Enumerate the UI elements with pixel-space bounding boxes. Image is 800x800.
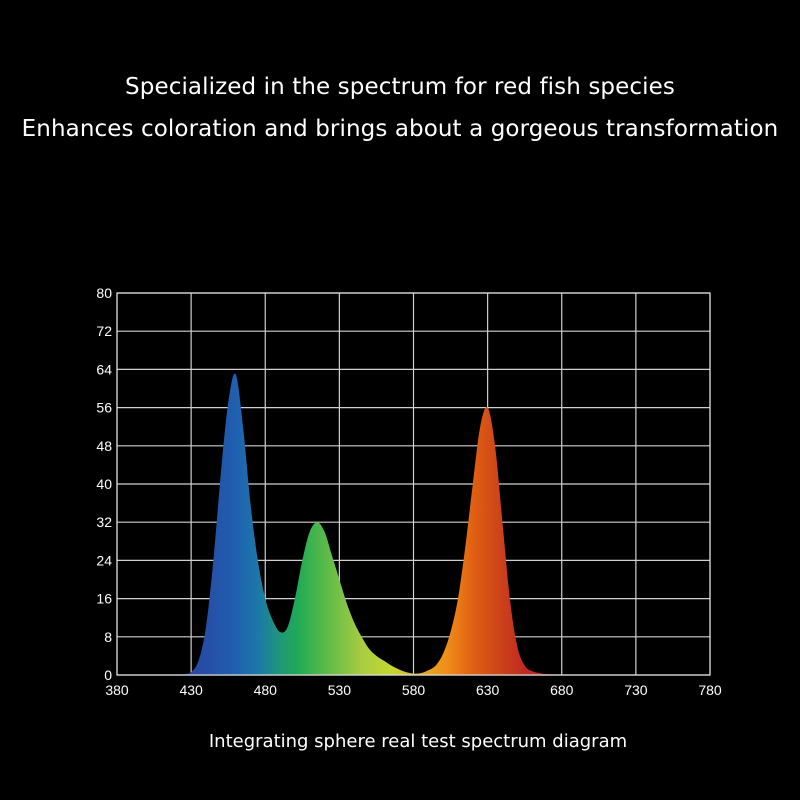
chart-caption: Integrating sphere real test spectrum di… <box>208 731 628 752</box>
x-tick-label: 380 <box>105 682 129 698</box>
headline-line-2: Enhances coloration and brings about a g… <box>21 116 779 142</box>
grid <box>116 292 711 676</box>
y-tick-label: 24 <box>96 552 112 568</box>
tick-labels: 380 430 480 530 580 630 680 730 780 0 8 16 24 32 40 48 5… <box>96 285 721 698</box>
y-tick-label: 80 <box>96 285 112 301</box>
y-tick-label: 48 <box>96 438 112 454</box>
spectrum-area <box>117 373 710 675</box>
y-tick-label: 32 <box>96 514 112 530</box>
x-tick-label: 630 <box>476 682 500 698</box>
y-tick-label: 16 <box>96 591 112 607</box>
x-tick-label: 780 <box>698 682 722 698</box>
headline-line-1: Specialized in the spectrum for red fish… <box>125 74 675 100</box>
x-tick-label: 430 <box>179 682 203 698</box>
x-tick-label: 530 <box>328 682 352 698</box>
x-tick-label: 680 <box>550 682 574 698</box>
x-tick-label: 480 <box>254 682 278 698</box>
plot-frame <box>116 292 711 676</box>
y-tick-label: 0 <box>104 667 112 683</box>
y-tick-label: 40 <box>96 476 112 492</box>
y-tick-label: 8 <box>104 629 112 645</box>
y-tick-label: 64 <box>96 361 112 377</box>
y-tick-label: 72 <box>96 323 112 339</box>
y-tick-label: 56 <box>96 400 112 416</box>
x-tick-label: 730 <box>624 682 648 698</box>
x-tick-label: 580 <box>402 682 426 698</box>
